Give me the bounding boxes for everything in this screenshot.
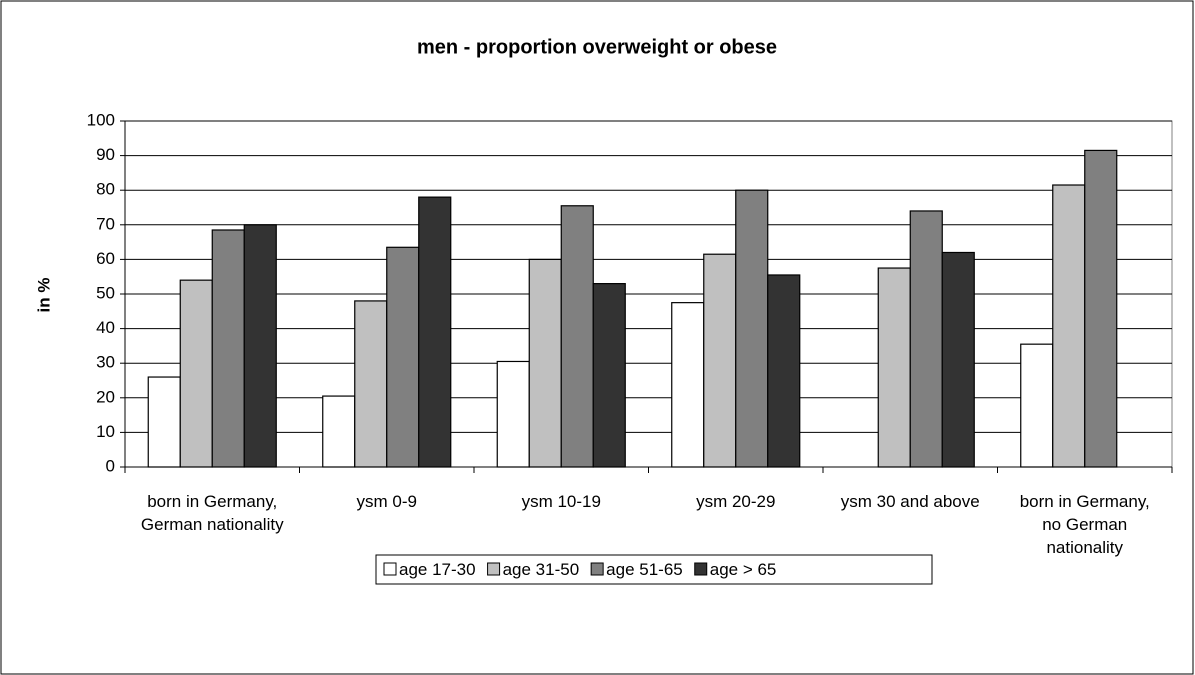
legend-swatch bbox=[590, 562, 604, 576]
y-tick-label: 0 bbox=[106, 456, 115, 475]
bar bbox=[179, 279, 213, 468]
y-tick-label: 30 bbox=[96, 353, 115, 372]
bar bbox=[909, 210, 943, 468]
y-tick-label: 100 bbox=[87, 110, 115, 129]
bar bbox=[671, 302, 705, 468]
y-tick-label: 40 bbox=[96, 318, 115, 337]
legend-label: age 31-50 bbox=[503, 560, 580, 579]
bar bbox=[735, 189, 769, 468]
bar bbox=[1052, 184, 1086, 468]
y-tick-label: 10 bbox=[96, 422, 115, 441]
bar bbox=[941, 251, 975, 468]
y-tick-label: 70 bbox=[96, 214, 115, 233]
bar bbox=[767, 274, 801, 468]
bar bbox=[496, 360, 530, 468]
bar bbox=[211, 229, 245, 468]
bar bbox=[418, 196, 452, 468]
y-tick-label: 90 bbox=[96, 145, 115, 164]
bar bbox=[703, 253, 737, 468]
bar bbox=[1020, 343, 1054, 468]
legend-label: age 51-65 bbox=[606, 560, 683, 579]
legend-swatch bbox=[694, 562, 708, 576]
bar bbox=[528, 258, 562, 468]
y-tick-label: 20 bbox=[96, 387, 115, 406]
bar bbox=[243, 224, 277, 468]
y-tick-label: 50 bbox=[96, 283, 115, 302]
x-tick-label: ysm 0-9 bbox=[356, 492, 417, 511]
legend-label: age > 65 bbox=[710, 560, 777, 579]
x-tick-label: born in Germany, German nationality bbox=[140, 492, 284, 534]
chart-title: men - proportion overweight or obese bbox=[417, 36, 777, 58]
legend-swatch bbox=[487, 562, 501, 576]
bar bbox=[877, 267, 911, 468]
bar bbox=[386, 246, 420, 468]
bar bbox=[147, 376, 181, 468]
y-tick-label: 80 bbox=[96, 180, 115, 199]
bar bbox=[322, 395, 356, 468]
legend-swatch bbox=[383, 562, 397, 576]
bar bbox=[592, 283, 626, 468]
y-tick-label: 60 bbox=[96, 249, 115, 268]
legend-label: age 17-30 bbox=[399, 560, 476, 579]
x-tick-label: ysm 20-29 bbox=[696, 492, 776, 511]
legend-box bbox=[375, 554, 933, 585]
x-tick-label: ysm 10-19 bbox=[521, 492, 601, 511]
x-tick-label: ysm 30 and above bbox=[840, 492, 980, 511]
bar bbox=[1084, 149, 1118, 468]
bar bbox=[354, 300, 388, 468]
bar bbox=[560, 205, 594, 468]
y-axis-label: in % bbox=[34, 278, 53, 313]
x-tick-label: born in Germany, no German nationality bbox=[1019, 492, 1150, 557]
